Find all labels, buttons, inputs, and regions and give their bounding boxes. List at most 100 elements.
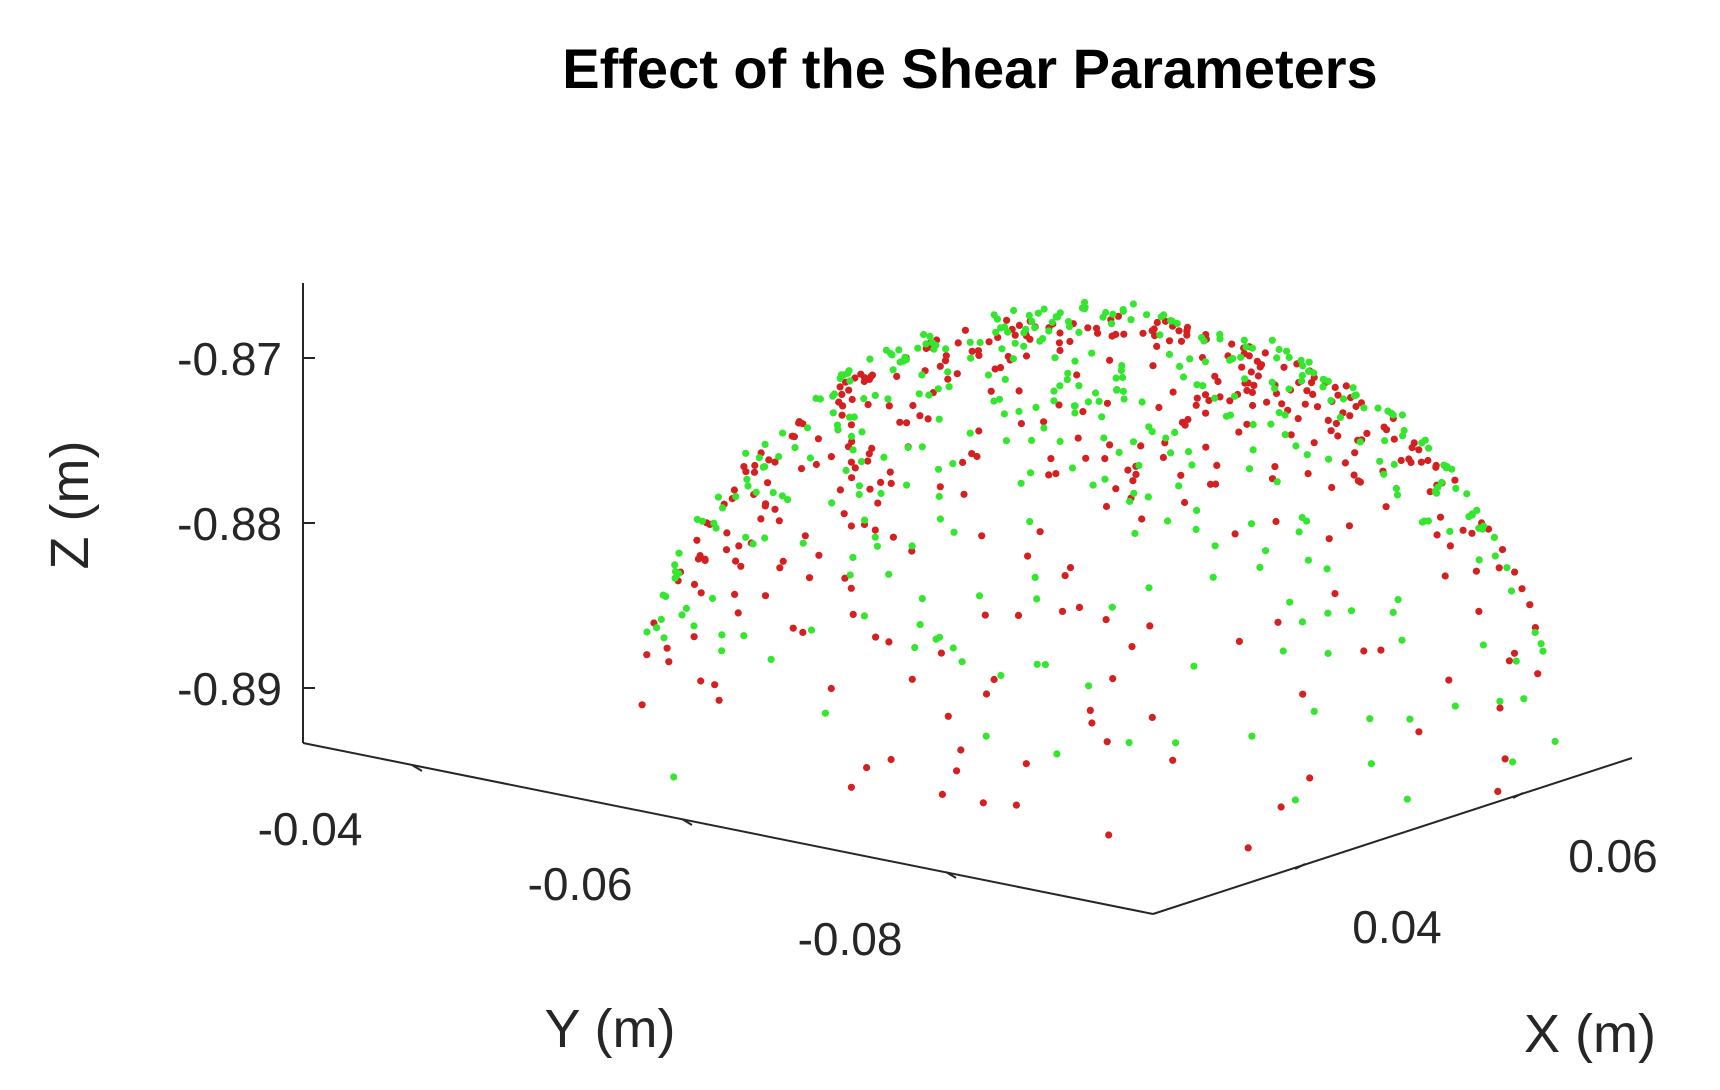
data-point-shear-corrected	[742, 533, 750, 541]
data-point-original	[1245, 352, 1253, 360]
data-point-original	[1073, 371, 1081, 379]
data-point-original	[1494, 787, 1502, 796]
data-point-original	[1249, 401, 1257, 410]
data-point-shear-corrected	[1503, 564, 1511, 572]
data-point-original	[776, 564, 784, 572]
data-point-shear-corrected	[1119, 373, 1127, 382]
data-point-shear-corrected	[934, 465, 943, 473]
data-point-shear-corrected	[807, 626, 816, 634]
data-point-shear-corrected	[653, 624, 661, 632]
data-point-original	[991, 365, 999, 373]
data-point-shear-corrected	[1292, 442, 1300, 450]
data-point-shear-corrected	[1406, 715, 1414, 723]
data-point-shear-corrected	[1056, 382, 1064, 390]
data-point-shear-corrected	[850, 413, 858, 421]
data-point-original	[1148, 713, 1156, 722]
data-point-shear-corrected	[1323, 565, 1331, 573]
y-tick-mark	[681, 818, 693, 826]
data-point-original	[1303, 387, 1311, 395]
x-tick-group: 0.04 0.06	[1294, 792, 1658, 953]
data-point-original	[851, 464, 859, 472]
data-point-shear-corrected	[1080, 305, 1089, 313]
data-point-original	[1238, 363, 1246, 371]
data-point-shear-corrected	[1190, 662, 1198, 670]
data-point-shear-corrected	[1033, 595, 1041, 603]
data-point-shear-corrected	[1173, 319, 1181, 328]
data-point-shear-corrected	[1374, 404, 1382, 412]
data-point-shear-corrected	[877, 489, 885, 498]
data-point-shear-corrected	[1319, 383, 1327, 391]
data-point-shear-corrected	[855, 482, 864, 490]
data-point-original	[1105, 831, 1113, 839]
data-point-shear-corrected	[845, 367, 853, 375]
data-point-shear-corrected	[1127, 316, 1135, 324]
data-point-original	[924, 415, 932, 423]
data-point-original	[1022, 352, 1031, 360]
data-point-original	[771, 458, 779, 466]
data-point-shear-corrected	[942, 345, 950, 353]
data-point-original	[665, 658, 673, 666]
data-point-original	[1149, 362, 1157, 370]
data-point-original	[937, 649, 946, 657]
data-point-shear-corrected	[1240, 336, 1248, 344]
data-point-original	[1177, 471, 1185, 479]
data-point-shear-corrected	[1048, 318, 1056, 326]
data-point-shear-corrected	[708, 594, 717, 603]
data-point-shear-corrected	[670, 773, 678, 781]
data-point-original	[838, 411, 846, 419]
data-point-original	[771, 505, 779, 513]
data-point-original	[1382, 503, 1390, 511]
data-point-original	[1495, 564, 1503, 572]
data-point-original	[1310, 439, 1318, 447]
data-point-original	[1114, 312, 1122, 320]
data-point-original	[1075, 603, 1084, 612]
data-point-shear-corrected	[1327, 397, 1335, 405]
data-point-original	[723, 529, 731, 537]
data-point-shear-corrected	[887, 350, 895, 358]
data-point-shear-corrected	[1064, 369, 1072, 377]
data-point-shear-corrected	[744, 482, 752, 490]
data-point-original	[941, 357, 950, 365]
data-point-shear-corrected	[1381, 437, 1389, 445]
data-point-original	[1103, 738, 1111, 746]
data-point-original	[1408, 444, 1416, 452]
data-point-shear-corrected	[1135, 461, 1143, 469]
data-point-original	[1254, 372, 1262, 380]
data-point-original	[1192, 401, 1200, 409]
data-point-original	[742, 468, 750, 476]
data-point-shear-corrected	[1539, 647, 1547, 655]
data-point-shear-corrected	[1050, 387, 1058, 395]
data-point-original	[1304, 470, 1312, 478]
data-point-original	[1011, 331, 1019, 339]
data-point-original	[874, 499, 882, 507]
data-point-shear-corrected	[1537, 640, 1545, 648]
data-point-original	[827, 453, 836, 461]
chart-title: Effect of the Shear Parameters	[562, 37, 1377, 100]
data-point-original	[886, 468, 894, 476]
data-point-shear-corrected	[911, 644, 919, 652]
data-point-original	[981, 611, 989, 619]
data-point-original	[690, 633, 698, 641]
data-point-shear-corrected	[842, 466, 850, 474]
data-point-original	[1015, 387, 1023, 395]
data-point-shear-corrected	[1070, 402, 1078, 410]
data-point-shear-corrected	[1512, 657, 1520, 665]
data-point-original	[1299, 690, 1307, 698]
data-point-shear-corrected	[975, 592, 984, 600]
data-point-shear-corrected	[995, 395, 1004, 403]
data-point-shear-corrected	[743, 475, 751, 483]
data-point-original	[1510, 649, 1519, 657]
data-point-original	[722, 546, 731, 554]
data-point-original	[1139, 329, 1147, 337]
z-tick-label: -0.88	[177, 498, 282, 550]
data-point-shear-corrected	[1200, 337, 1208, 345]
data-point-shear-corrected	[660, 634, 668, 642]
data-point-shear-corrected	[918, 443, 926, 451]
data-point-shear-corrected	[678, 611, 686, 619]
data-point-original	[1235, 637, 1243, 646]
data-point-shear-corrected	[1298, 362, 1307, 370]
data-point-shear-corrected	[1446, 527, 1454, 536]
data-point-shear-corrected	[1145, 423, 1153, 431]
data-point-original	[1102, 502, 1111, 511]
